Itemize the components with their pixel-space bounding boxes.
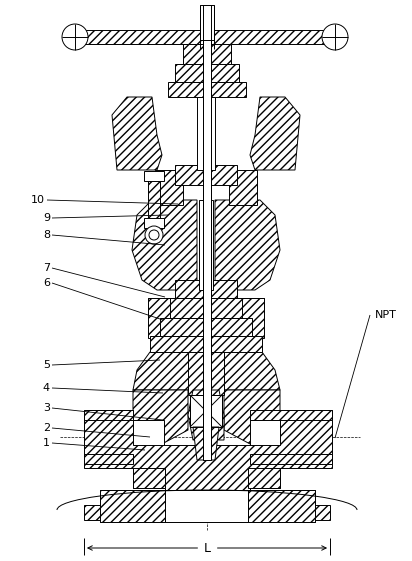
- Bar: [148, 298, 264, 318]
- Polygon shape: [133, 390, 188, 445]
- Polygon shape: [193, 427, 219, 460]
- Bar: [150, 336, 262, 352]
- Bar: [200, 5, 214, 40]
- Bar: [199, 200, 213, 290]
- Bar: [242, 298, 264, 338]
- Polygon shape: [248, 490, 315, 510]
- Text: 4: 4: [43, 383, 50, 393]
- Bar: [160, 318, 252, 336]
- Polygon shape: [250, 454, 332, 464]
- Bar: [197, 97, 215, 170]
- Polygon shape: [250, 410, 332, 420]
- Circle shape: [149, 230, 159, 240]
- Text: 10: 10: [31, 195, 45, 205]
- Polygon shape: [248, 468, 280, 488]
- Bar: [229, 170, 257, 205]
- Bar: [144, 218, 164, 228]
- Bar: [144, 171, 164, 181]
- Circle shape: [145, 226, 163, 244]
- Polygon shape: [84, 410, 133, 420]
- Bar: [155, 170, 183, 205]
- Bar: [250, 420, 330, 454]
- Polygon shape: [84, 505, 330, 520]
- Bar: [168, 82, 246, 97]
- Circle shape: [322, 24, 348, 50]
- Polygon shape: [188, 352, 224, 395]
- Text: 1: 1: [43, 438, 50, 448]
- Polygon shape: [215, 200, 280, 290]
- Bar: [148, 175, 160, 223]
- Polygon shape: [132, 200, 197, 290]
- Text: L: L: [204, 541, 211, 554]
- Polygon shape: [100, 490, 165, 522]
- Polygon shape: [100, 490, 165, 510]
- Polygon shape: [165, 490, 248, 510]
- Bar: [190, 395, 222, 427]
- Text: 9: 9: [43, 213, 50, 223]
- Polygon shape: [112, 97, 162, 170]
- Bar: [148, 298, 170, 338]
- Polygon shape: [250, 97, 300, 170]
- Bar: [175, 165, 237, 185]
- Polygon shape: [248, 490, 315, 522]
- Bar: [175, 280, 237, 298]
- Bar: [203, 5, 211, 460]
- Circle shape: [62, 24, 88, 50]
- Polygon shape: [133, 352, 280, 390]
- Text: 8: 8: [43, 230, 50, 240]
- Text: 3: 3: [43, 403, 50, 413]
- Polygon shape: [188, 390, 224, 440]
- Polygon shape: [84, 454, 133, 464]
- Bar: [183, 44, 231, 64]
- Polygon shape: [133, 468, 165, 488]
- Polygon shape: [224, 390, 280, 445]
- Text: 5: 5: [43, 360, 50, 370]
- Polygon shape: [84, 410, 332, 500]
- Bar: [84, 420, 164, 454]
- Text: NPT: NPT: [375, 310, 397, 320]
- Polygon shape: [100, 490, 315, 522]
- Text: 2: 2: [43, 423, 50, 433]
- Bar: [190, 395, 222, 427]
- Bar: [75, 30, 335, 44]
- Text: 6: 6: [43, 278, 50, 288]
- Text: 7: 7: [43, 263, 50, 273]
- Bar: [165, 490, 248, 522]
- Bar: [175, 64, 239, 82]
